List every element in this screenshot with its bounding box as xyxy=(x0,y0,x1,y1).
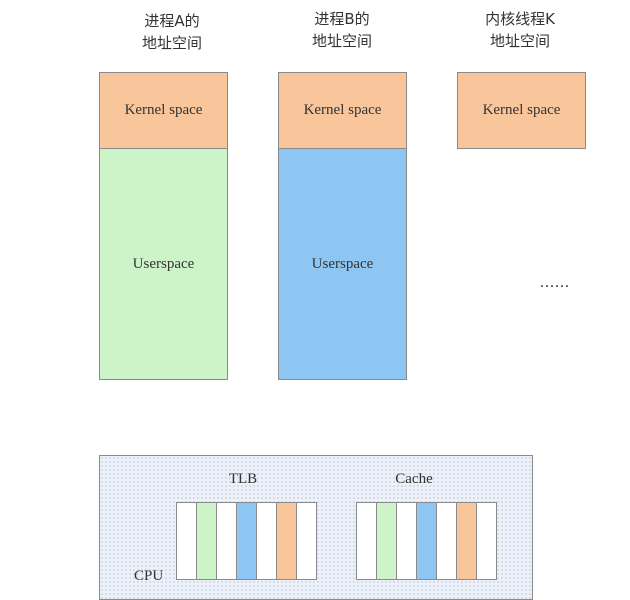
kernel-thread-k-title: 内核线程K 地址空间 xyxy=(450,8,590,52)
cache-line xyxy=(477,502,497,580)
process-a-title: 进程A的 地址空间 xyxy=(108,10,236,54)
process-a-title-line2: 地址空间 xyxy=(141,34,202,52)
cache-line xyxy=(397,502,417,580)
kernel-thread-k-kernel-space: Kernel space xyxy=(457,72,586,149)
tlb-entries xyxy=(176,502,317,580)
cache-label: Cache xyxy=(395,471,433,487)
tlb-entry xyxy=(217,502,237,580)
cpu-label: CPU xyxy=(134,568,164,584)
ellipsis: ...... xyxy=(540,274,570,291)
process-b-title-line1: 进程B的 xyxy=(314,10,370,28)
cpu-box: TLB Cache CPU xyxy=(99,455,533,600)
tlb-entry xyxy=(177,502,197,580)
cache-lines xyxy=(356,502,497,580)
tlb-entry xyxy=(297,502,317,580)
process-a-title-line1: 进程A的 xyxy=(144,12,200,30)
cache-line-process-b xyxy=(417,502,437,580)
process-a-user-label: Userspace xyxy=(132,255,195,272)
tlb-entry-process-b xyxy=(237,502,257,580)
cache-line-process-a xyxy=(377,502,397,580)
tlb-entry xyxy=(257,502,277,580)
process-b-title-line2: 地址空间 xyxy=(311,32,372,50)
tlb-entry-kernel xyxy=(277,502,297,580)
process-b-kernel-label: Kernel space xyxy=(303,102,382,118)
tlb-entry-process-a xyxy=(197,502,217,580)
cache-line xyxy=(437,502,457,580)
tlb-label: TLB xyxy=(228,471,258,487)
process-b-title: 进程B的 地址空间 xyxy=(278,8,406,52)
process-b-kernel-space: Kernel space xyxy=(278,72,407,149)
process-b-user-label: Userspace xyxy=(311,255,374,272)
kernel-thread-k-title-line2: 地址空间 xyxy=(489,32,550,50)
process-a-kernel-label: Kernel space xyxy=(124,102,203,118)
process-b-user-space: Userspace xyxy=(278,148,407,380)
kernel-thread-k-title-line1: 内核线程K xyxy=(485,10,555,28)
process-a-kernel-space: Kernel space xyxy=(99,72,228,149)
cache-line-kernel xyxy=(457,502,477,580)
kernel-thread-k-kernel-label: Kernel space xyxy=(482,102,561,118)
cache-line xyxy=(357,502,377,580)
process-a-user-space: Userspace xyxy=(99,148,228,380)
